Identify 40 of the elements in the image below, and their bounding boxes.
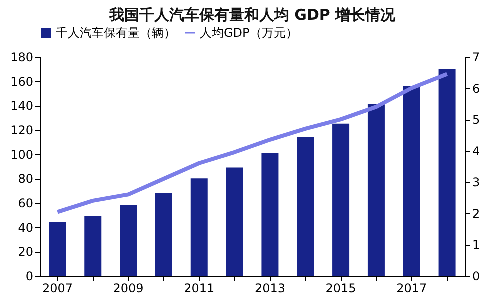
- x-tick-label: 2011: [184, 282, 215, 296]
- y-tick-label: 0: [26, 270, 34, 284]
- y2-tick-label: 7: [472, 50, 480, 64]
- y-tick-label: 140: [10, 99, 34, 114]
- bar: [190, 178, 208, 276]
- bar: [120, 205, 138, 276]
- y2-tick-label: 0: [472, 270, 480, 284]
- x-tick-label: 2015: [326, 282, 356, 296]
- bar: [438, 69, 456, 276]
- bar: [155, 193, 172, 276]
- bar: [49, 222, 66, 276]
- y2-tick-label: 5: [472, 113, 480, 128]
- y-tick-label: 160: [10, 74, 34, 89]
- y2-tick-label: 4: [472, 144, 480, 158]
- y-tick-label: 60: [18, 196, 34, 210]
- y-tick-label: 40: [18, 220, 34, 235]
- legend-label: 人均GDP（万元）: [200, 26, 298, 40]
- y2-tick-label: 6: [472, 82, 480, 96]
- bar: [84, 216, 102, 276]
- y2-tick-label: 2: [472, 206, 480, 221]
- y-tick-label: 80: [18, 172, 34, 186]
- x-tick-label: 2009: [113, 282, 144, 296]
- line-series: [56, 72, 450, 214]
- chart-title: 我国千人汽车保有量和人均 GDP 增长情况: [108, 6, 397, 24]
- y2-tick-label: 3: [472, 176, 480, 190]
- bar: [297, 137, 314, 276]
- y-tick-label: 120: [10, 124, 34, 138]
- bar: [226, 168, 244, 276]
- y2-tick-label: 1: [472, 238, 480, 252]
- y-tick-label: 180: [10, 50, 34, 64]
- y-tick-label: 20: [18, 245, 34, 260]
- bar: [403, 86, 420, 276]
- x-tick-label: 2017: [396, 282, 428, 296]
- bar: [332, 124, 350, 276]
- x-tick-label: 2013: [254, 282, 286, 296]
- bar: [368, 104, 385, 276]
- bar: [262, 153, 279, 276]
- legend-label: 千人汽车保有量（辆）: [56, 26, 176, 40]
- x-tick-label: 2007: [42, 282, 73, 296]
- y-tick-label: 100: [10, 148, 34, 162]
